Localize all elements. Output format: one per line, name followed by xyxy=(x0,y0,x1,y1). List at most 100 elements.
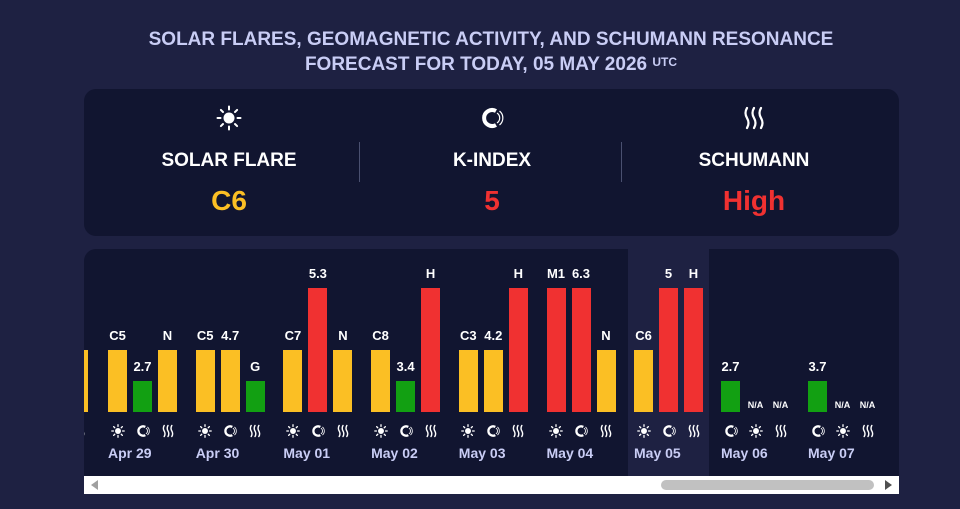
magnet-bar xyxy=(308,288,328,412)
date-label: May 01 xyxy=(283,445,331,461)
schumann-value: High xyxy=(722,185,786,216)
magnet-bar xyxy=(396,381,416,412)
sun-icon xyxy=(195,423,215,439)
date-label: May 03 xyxy=(458,445,506,461)
waves-icon xyxy=(508,423,528,439)
scroll-right-arrow-icon[interactable] xyxy=(885,480,892,490)
date-label: May 05 xyxy=(634,445,681,461)
sun-bar xyxy=(634,350,653,412)
sun-value-label: C5 xyxy=(109,328,126,343)
sun-icon xyxy=(634,423,654,439)
waves-icon xyxy=(684,423,704,439)
sun-value-label: C5 xyxy=(196,328,214,343)
magnet-icon xyxy=(220,423,240,439)
scrollbar-thumb[interactable] xyxy=(661,480,874,490)
solar-flare-value: C6 xyxy=(211,185,247,216)
sun-bar xyxy=(195,350,215,412)
waves-icon xyxy=(858,423,878,439)
sun-bar xyxy=(283,350,303,412)
sun-value-label: C8 xyxy=(372,328,389,343)
waves-bar xyxy=(508,288,528,412)
date-label: Apr 30 xyxy=(195,445,240,461)
magnet-icon xyxy=(808,423,828,439)
waves-icon xyxy=(158,423,178,439)
sun-value-label: C7 xyxy=(284,328,302,343)
waves-value-label: N xyxy=(162,328,173,343)
sun-icon xyxy=(546,423,566,439)
waves-icon xyxy=(333,423,353,439)
magnet-icon xyxy=(571,423,591,439)
sun-bar xyxy=(108,350,127,412)
waves-bar xyxy=(684,288,703,412)
magnet-value-label: 3.4 xyxy=(396,359,415,374)
k-index-summary: K-INDEX 5 xyxy=(356,89,628,236)
page-title: SOLAR FLARES, GEOMAGNETIC ACTIVITY, AND … xyxy=(0,27,960,77)
date-label: May 07 xyxy=(808,445,855,461)
waves-value-label: G xyxy=(250,359,261,374)
horizontal-scrollbar[interactable] xyxy=(84,476,899,494)
solar-flare-label: SOLAR FLARE xyxy=(161,150,297,171)
waves-icon xyxy=(245,423,265,439)
sun-icon xyxy=(458,423,478,439)
magnet-value-label: 6.3 xyxy=(571,266,591,281)
magnet-icon xyxy=(356,103,628,133)
magnet-icon xyxy=(721,423,741,439)
forecast-chart[interactable]: C5 2.7 N Apr 29 C5 4.7 G Apr 30 C7 5.3 N May 01 C8 3.… xyxy=(84,249,899,478)
magnet-bar xyxy=(808,381,827,412)
magnet-bar xyxy=(721,381,740,412)
magnet-value-label: 4.2 xyxy=(484,328,503,343)
waves-bar xyxy=(84,350,88,412)
scroll-left-arrow-icon[interactable] xyxy=(91,480,98,490)
waves-value-label: N xyxy=(338,328,348,343)
title-utc: UTC xyxy=(652,55,678,69)
sun-icon xyxy=(746,423,766,439)
sun-value-label: M1 xyxy=(546,266,566,281)
magnet-icon xyxy=(483,423,503,439)
sun-icon xyxy=(371,423,391,439)
magnet-value-label: 5.3 xyxy=(308,266,327,281)
magnet-value-label: 4.7 xyxy=(221,328,240,343)
schumann-summary: SCHUMANN High xyxy=(618,89,890,236)
title-line-2: FORECAST FOR TODAY, 05 MAY 2026 UTC xyxy=(0,52,960,77)
date-label: May 06 xyxy=(721,445,768,461)
waves-value-label: N/A xyxy=(772,400,789,410)
magnet-bar xyxy=(483,350,503,412)
magnet-icon xyxy=(659,423,679,439)
summary-panel: SOLAR FLARE C6 K-INDEX 5 SCHUMANN High xyxy=(84,89,899,236)
date-label: May 04 xyxy=(546,445,594,461)
waves-bar xyxy=(596,350,616,412)
magnet-value-label: 5 xyxy=(664,266,673,281)
title-date: FORECAST FOR TODAY, 05 MAY 2026 xyxy=(304,54,648,75)
waves-value-label: H xyxy=(513,266,523,281)
magnet-bar xyxy=(571,288,591,412)
k-index-value: 5 xyxy=(484,185,500,216)
divider xyxy=(621,142,622,182)
waves-bar xyxy=(245,381,265,412)
sun-bar xyxy=(371,350,391,412)
date-label: May 02 xyxy=(371,445,418,461)
sun-icon xyxy=(93,103,365,133)
waves-icon xyxy=(84,423,89,439)
k-index-label: K-INDEX xyxy=(452,150,532,171)
magnet-bar xyxy=(133,381,152,412)
waves-value-label: N xyxy=(601,328,611,343)
waves-icon xyxy=(771,423,791,439)
sun-icon xyxy=(283,423,303,439)
solar-flare-summary: SOLAR FLARE C6 xyxy=(93,89,365,236)
sun-bar xyxy=(458,350,478,412)
magnet-bar xyxy=(220,350,240,412)
sun-value-label: N/A xyxy=(747,400,764,410)
waves-bar xyxy=(158,350,177,412)
sun-icon xyxy=(108,423,128,439)
sun-value-label: C3 xyxy=(459,328,477,343)
magnet-icon xyxy=(396,423,416,439)
magnet-value-label: 2.7 xyxy=(133,359,152,374)
magnet-icon xyxy=(308,423,328,439)
magnet-value-label: 2.7 xyxy=(721,359,740,374)
waves-value-label: N/A xyxy=(859,400,876,410)
waves-bar xyxy=(421,288,441,412)
sun-bar xyxy=(546,288,566,412)
waves-icon xyxy=(596,423,616,439)
waves-icon xyxy=(618,103,890,133)
sun-value-label: N/A xyxy=(834,400,851,410)
